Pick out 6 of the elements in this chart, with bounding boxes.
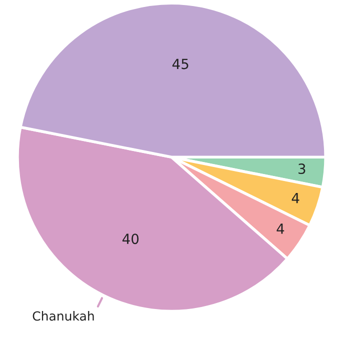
slice-label: Chanukah bbox=[32, 311, 94, 321]
data-label: 45 bbox=[172, 58, 188, 70]
data-label: 3 bbox=[298, 164, 306, 174]
data-label: 4 bbox=[276, 224, 284, 234]
data-label: 40 bbox=[122, 234, 139, 244]
data-label: 4 bbox=[292, 192, 300, 204]
